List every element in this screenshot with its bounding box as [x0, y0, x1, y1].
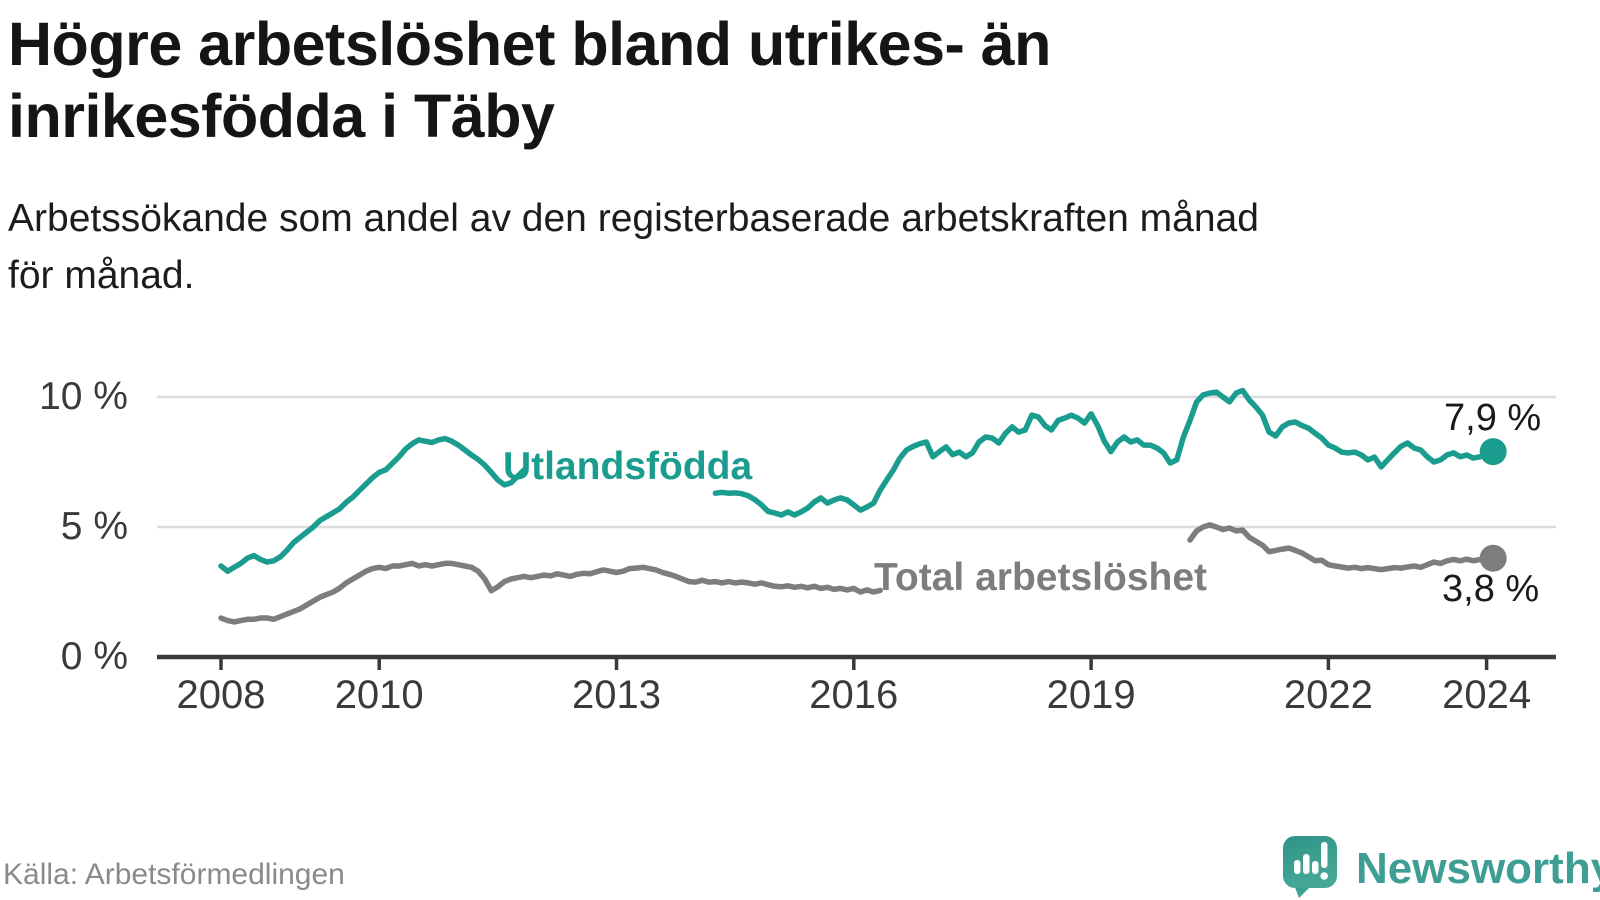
series-line-total-arbetsl-shet — [218, 522, 1496, 625]
x-tick-label-2019: 2019 — [1046, 673, 1136, 717]
logo-bar-1 — [1294, 860, 1301, 874]
x-tick-label-2013: 2013 — [572, 673, 661, 717]
x-tick-label-2022: 2022 — [1283, 673, 1373, 717]
series-line-utlandsf-dda — [218, 387, 1496, 574]
logo-bubble — [1283, 836, 1337, 888]
subtitle-line-2: för månad. — [8, 254, 195, 297]
end-value-label-utlandsf-dda: 7,9 % — [1444, 397, 1542, 439]
page-title: Högre arbetslöshet bland utrikes- än inr… — [8, 8, 1508, 152]
x-tick-label-2016: 2016 — [809, 673, 899, 717]
title-line-2: inrikesfödda i Täby — [8, 82, 555, 150]
chart-subtitle: Arbetssökande som andel av den registerb… — [8, 190, 1568, 304]
end-value-label-total-arbetsl-shet: 3,8 % — [1442, 568, 1540, 610]
series-label-utlandsf-dda: Utlandsfödda — [503, 445, 753, 488]
newsworthy-logo-icon — [1283, 836, 1337, 898]
y-tick-label-10: 10 % — [39, 375, 128, 418]
logo-exclamation-dot — [1320, 872, 1328, 880]
subtitle-line-1: Arbetssökande som andel av den registerb… — [8, 197, 1259, 240]
series-label-total-arbetsl-shet: Total arbetslöshet — [874, 556, 1208, 599]
logo-bar-2 — [1303, 854, 1310, 874]
y-tick-label-5: 5 % — [60, 505, 128, 548]
x-tick-label-2008: 2008 — [176, 673, 266, 717]
source-note: Källa: Arbetsförmedlingen — [3, 858, 345, 891]
end-dot-utlandsf-dda — [1479, 438, 1507, 466]
y-tick-label-0: 0 % — [60, 635, 128, 678]
newsworthy-brand: Newsworthy — [1283, 836, 1600, 900]
logo-bar-3 — [1312, 861, 1319, 874]
newsworthy-wordmark: Newsworthy — [1356, 844, 1600, 893]
x-tick-label-2010: 2010 — [334, 673, 424, 717]
end-dot-total-arbetsl-shet — [1479, 544, 1507, 572]
x-tick-label-2024: 2024 — [1442, 673, 1532, 717]
logo-exclamation-bar — [1321, 842, 1328, 868]
title-line-1: Högre arbetslöshet bland utrikes- än — [8, 10, 1051, 78]
